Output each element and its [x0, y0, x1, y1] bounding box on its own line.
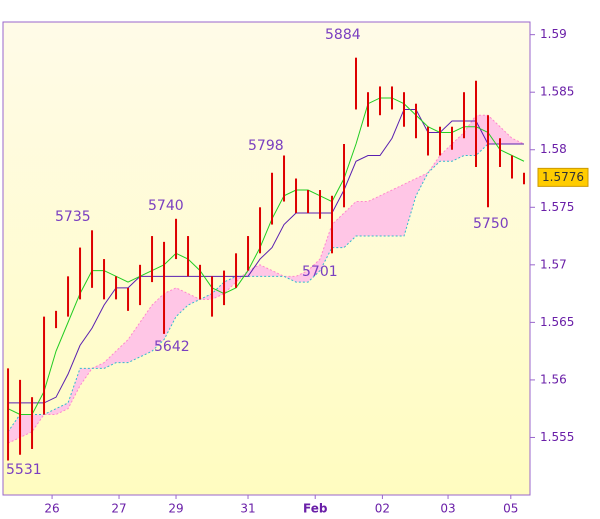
x-tick-label: 31: [240, 502, 255, 516]
span-b-line: [7, 143, 525, 432]
annotation: 5750: [473, 216, 509, 232]
annotation: 5798: [248, 138, 284, 154]
x-tick-label: 03: [440, 502, 455, 516]
y-tick-label: 1.555: [540, 430, 574, 444]
cloud: [8, 115, 525, 444]
kijun-line: [8, 108, 525, 404]
annotation: 5531: [6, 462, 42, 478]
y-tick-label: 1.575: [540, 200, 574, 214]
plot-area: [2, 21, 531, 496]
x-tick-label: 26: [44, 502, 59, 516]
annotation: 5642: [154, 339, 190, 355]
annotation: 5701: [302, 264, 338, 280]
last-price-box: [537, 167, 589, 187]
annotation: 5740: [148, 198, 184, 214]
y-tick-label: 1.56: [540, 372, 567, 386]
x-tick-label: 05: [503, 502, 518, 516]
y-tick-label: 1.58: [540, 142, 567, 156]
y-tick-label: 1.57: [540, 257, 567, 271]
x-tick-label: 29: [168, 502, 183, 516]
x-tick-label: 02: [375, 502, 390, 516]
y-tick-label: 1.59: [540, 27, 567, 41]
last-price-label: 1.5776: [542, 170, 584, 184]
x-tick-label: Feb: [303, 502, 328, 516]
y-tick-label: 1.565: [540, 315, 574, 329]
y-tick-label: 1.585: [540, 85, 574, 99]
x-tick-label: 27: [111, 502, 126, 516]
annotation: 5884: [325, 27, 361, 43]
annotation: 5735: [55, 209, 91, 225]
tenkan-line: [7, 97, 525, 415]
